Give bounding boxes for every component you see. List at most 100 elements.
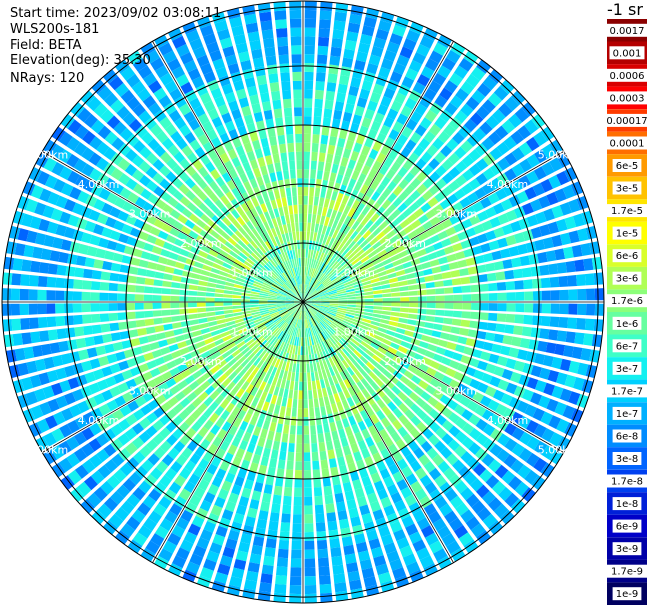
ray-gate <box>180 509 194 523</box>
ray-gate <box>214 258 224 266</box>
ray-gate <box>374 421 385 432</box>
ray-gate <box>222 45 235 58</box>
ray-gate <box>260 288 270 293</box>
ray-gate <box>215 525 228 538</box>
ray-gate <box>331 163 339 174</box>
ray-gate <box>328 136 337 146</box>
ray-gate <box>3 334 15 348</box>
ray-gate <box>337 307 347 311</box>
ray-gate <box>260 328 269 336</box>
ray-gate <box>308 390 313 400</box>
ray-gate <box>539 224 551 237</box>
ray-gate <box>90 313 101 323</box>
ray-gate <box>289 425 296 435</box>
ray-gate <box>228 270 239 277</box>
ray-gate <box>414 124 427 137</box>
ray-gate <box>577 362 589 376</box>
ray-gate <box>240 391 250 402</box>
ray-gate <box>250 252 259 261</box>
ray-gate <box>255 225 263 235</box>
ray-gate <box>258 326 267 333</box>
ray-gate <box>402 261 413 269</box>
ray-gate <box>61 182 74 197</box>
ray-gate <box>348 178 357 189</box>
ray-gate <box>81 291 91 301</box>
ray-gate <box>406 561 421 575</box>
ray-gate <box>67 339 78 351</box>
ray-gate <box>480 395 492 408</box>
ray-gate <box>327 144 336 155</box>
ray-gate <box>269 172 277 183</box>
ray-gate <box>310 306 318 313</box>
ray-gate <box>292 363 297 373</box>
ray-gate <box>366 198 376 209</box>
ray-gate <box>321 468 330 478</box>
ray-gate <box>299 222 303 232</box>
ray-gate <box>182 353 193 362</box>
ray-gate <box>361 476 372 487</box>
ray-gate <box>432 389 444 400</box>
ray-gate <box>366 209 375 219</box>
ray-gate <box>267 375 274 385</box>
ray-gate <box>246 220 255 231</box>
ray-gate <box>449 379 461 390</box>
ray-gate <box>231 484 242 496</box>
ray-gate <box>318 322 326 331</box>
ray-gate <box>184 177 196 189</box>
ray-gate <box>416 283 427 290</box>
ray-gate <box>500 393 513 406</box>
ray-gate <box>564 216 577 230</box>
ray-gate <box>294 487 302 497</box>
ray-gate <box>309 416 316 426</box>
ray-gate <box>468 163 482 177</box>
ray-gate <box>234 365 244 374</box>
ray-gate <box>200 350 211 359</box>
ray-gate <box>100 480 115 495</box>
ray-gate <box>260 391 268 401</box>
ray-gate <box>304 328 307 338</box>
ray-gate <box>410 219 422 229</box>
ray-gate <box>534 239 546 251</box>
ray-gate <box>304 593 317 603</box>
ray-gate <box>153 317 163 325</box>
ray-gate <box>255 205 263 215</box>
ray-gate <box>402 386 413 397</box>
ray-gate <box>403 397 415 408</box>
ray-gate <box>504 96 519 112</box>
ray-gate <box>262 316 272 322</box>
ray-gate <box>289 250 294 260</box>
ray-gate <box>332 564 345 575</box>
ray-gate <box>207 219 217 229</box>
ray-gate <box>239 173 249 184</box>
ray-gate <box>259 305 268 309</box>
ray-gate <box>547 221 560 234</box>
ray-gate <box>530 266 541 277</box>
ray-gates <box>2 1 604 603</box>
ray-gate <box>108 513 124 528</box>
ray-gate <box>302 302 303 311</box>
ray-gate <box>303 302 305 311</box>
ray-gate <box>251 396 260 407</box>
ray-gate <box>51 462 66 478</box>
ray-gate <box>109 322 120 332</box>
ray-gate <box>537 340 548 353</box>
ray-gate <box>296 302 303 308</box>
ray-gate <box>28 289 38 301</box>
ray-gate <box>327 180 335 191</box>
ray-gate <box>113 372 125 384</box>
ray-gate <box>249 415 258 426</box>
ray-gate <box>300 302 303 311</box>
ray-gate <box>439 394 451 406</box>
ray-gate <box>365 187 375 198</box>
ray-gate <box>399 312 409 318</box>
ray-gate <box>306 240 310 250</box>
ray-gate <box>373 294 383 298</box>
ray-gate <box>264 319 274 326</box>
ray-gate <box>458 532 474 546</box>
ray-gate <box>140 548 156 562</box>
ray-gate <box>279 274 287 283</box>
ray-gate <box>287 269 292 279</box>
ray-gate <box>177 214 188 225</box>
ray-gate <box>96 213 109 225</box>
ray-gate <box>161 295 171 302</box>
